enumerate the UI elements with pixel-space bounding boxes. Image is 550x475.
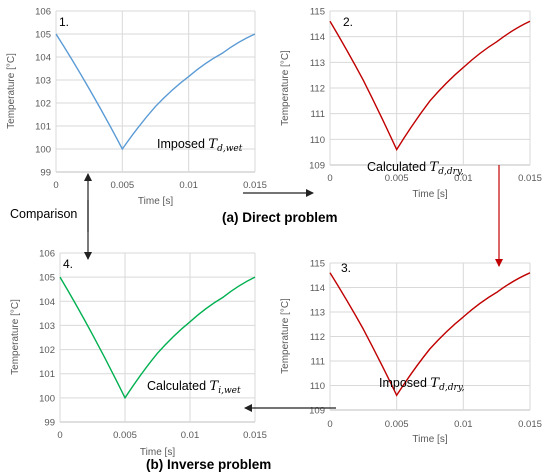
panel-annotation: Imposed Td,wet <box>157 137 243 154</box>
y-tick-label: 99 <box>44 418 55 429</box>
y-axis-title: Temperature [°C] <box>280 298 291 374</box>
x-axis-title: Time [s] <box>412 434 447 445</box>
y-tick-label: 102 <box>39 345 55 356</box>
x-tick-label: 0.01 <box>454 419 473 430</box>
chart-panel-2: 109 110 111 112 113 114 115 0 0.005 0.01 0.015 Time… <box>280 7 542 201</box>
caption-direct: (a) Direct problem <box>222 210 338 225</box>
y-tick-label: 115 <box>310 7 325 18</box>
y-tick-label: 104 <box>35 53 51 64</box>
y-tick-label: 115 <box>310 259 325 270</box>
panel-number: 1. <box>59 15 69 29</box>
chart-panel-4: 99 100 101 102 103 104 105 106 0 0.005 0.01 0.015 Ti… <box>10 249 267 459</box>
x-tick-label: 0.015 <box>518 419 542 430</box>
x-tick-label: 0 <box>57 430 62 441</box>
y-tick-label: 109 <box>309 406 325 417</box>
y-tick-label: 106 <box>39 249 55 260</box>
series-line <box>59 276 256 400</box>
y-tick-label: 102 <box>35 99 51 110</box>
y-tick-label: 110 <box>310 381 325 392</box>
x-tick-label: 0.005 <box>110 180 134 191</box>
y-axis-title: Temperature [°C] <box>280 50 291 126</box>
x-tick-label: 0 <box>327 419 332 430</box>
y-tick-label: 103 <box>35 76 51 87</box>
y-tick-label: 100 <box>35 145 51 156</box>
y-tick-label: 106 <box>35 7 51 18</box>
series-line <box>329 20 531 152</box>
y-tick-label: 105 <box>35 30 51 41</box>
x-axis-title: Time [s] <box>140 447 175 458</box>
panel-annotation: Imposed Td,dry, <box>379 376 465 393</box>
y-tick-label: 109 <box>309 161 325 172</box>
y-tick-label: 101 <box>35 122 51 133</box>
x-tick-label: 0.015 <box>243 430 267 441</box>
y-tick-label: 112 <box>310 84 325 95</box>
x-tick-label: 0.015 <box>243 180 267 191</box>
caption-inverse: (b) Inverse problem <box>146 457 271 472</box>
panel-number: 4. <box>63 257 73 271</box>
y-tick-label: 114 <box>310 283 325 294</box>
x-tick-label: 0.01 <box>181 430 200 441</box>
y-tick-label: 105 <box>39 273 55 284</box>
x-tick-label: 0.005 <box>385 173 409 184</box>
x-tick-label: 0.005 <box>113 430 137 441</box>
charts-group: 99 100 101 102 103 104 105 106 0 0.005 0.01 0.015 Ti… <box>6 7 542 459</box>
y-tick-label: 104 <box>39 297 55 308</box>
panel-annotation: Calculated Td,dry, <box>367 160 464 177</box>
y-tick-label: 110 <box>310 135 325 146</box>
y-tick-label: 113 <box>310 58 325 69</box>
series-line <box>55 33 256 151</box>
x-tick-label: 0.01 <box>179 180 198 191</box>
chart-panel-1: 99 100 101 102 103 104 105 106 0 0.005 0.01 0.015 Ti… <box>6 7 267 208</box>
y-tick-label: 111 <box>311 357 325 368</box>
x-axis-title: Time [s] <box>412 189 447 200</box>
y-axis-title: Temperature [°C] <box>6 53 17 129</box>
y-tick-label: 113 <box>310 308 325 319</box>
x-tick-label: 0.015 <box>518 173 542 184</box>
x-tick-label: 0 <box>327 173 332 184</box>
x-tick-label: 0.005 <box>385 419 409 430</box>
y-tick-label: 101 <box>39 369 55 380</box>
panel-number: 3. <box>341 261 351 275</box>
y-tick-label: 114 <box>310 32 325 43</box>
comparison-label: Comparison <box>10 207 77 221</box>
panel-number: 2. <box>343 15 353 29</box>
x-axis-title: Time [s] <box>138 196 173 207</box>
x-tick-label: 0.01 <box>454 173 473 184</box>
y-tick-label: 103 <box>39 321 55 332</box>
chart-panel-3: 109 110 111 112 113 114 115 0 0.005 0.01 0.015 Time… <box>280 259 542 446</box>
y-tick-label: 112 <box>310 332 325 343</box>
y-axis-title: Temperature [°C] <box>10 299 21 375</box>
x-tick-label: 0 <box>53 180 58 191</box>
panel-annotation: Calculated Ti,wet <box>147 379 241 396</box>
y-tick-label: 111 <box>311 109 325 120</box>
series-line <box>329 272 531 397</box>
y-tick-label: 99 <box>40 168 51 179</box>
y-tick-label: 100 <box>39 393 55 404</box>
